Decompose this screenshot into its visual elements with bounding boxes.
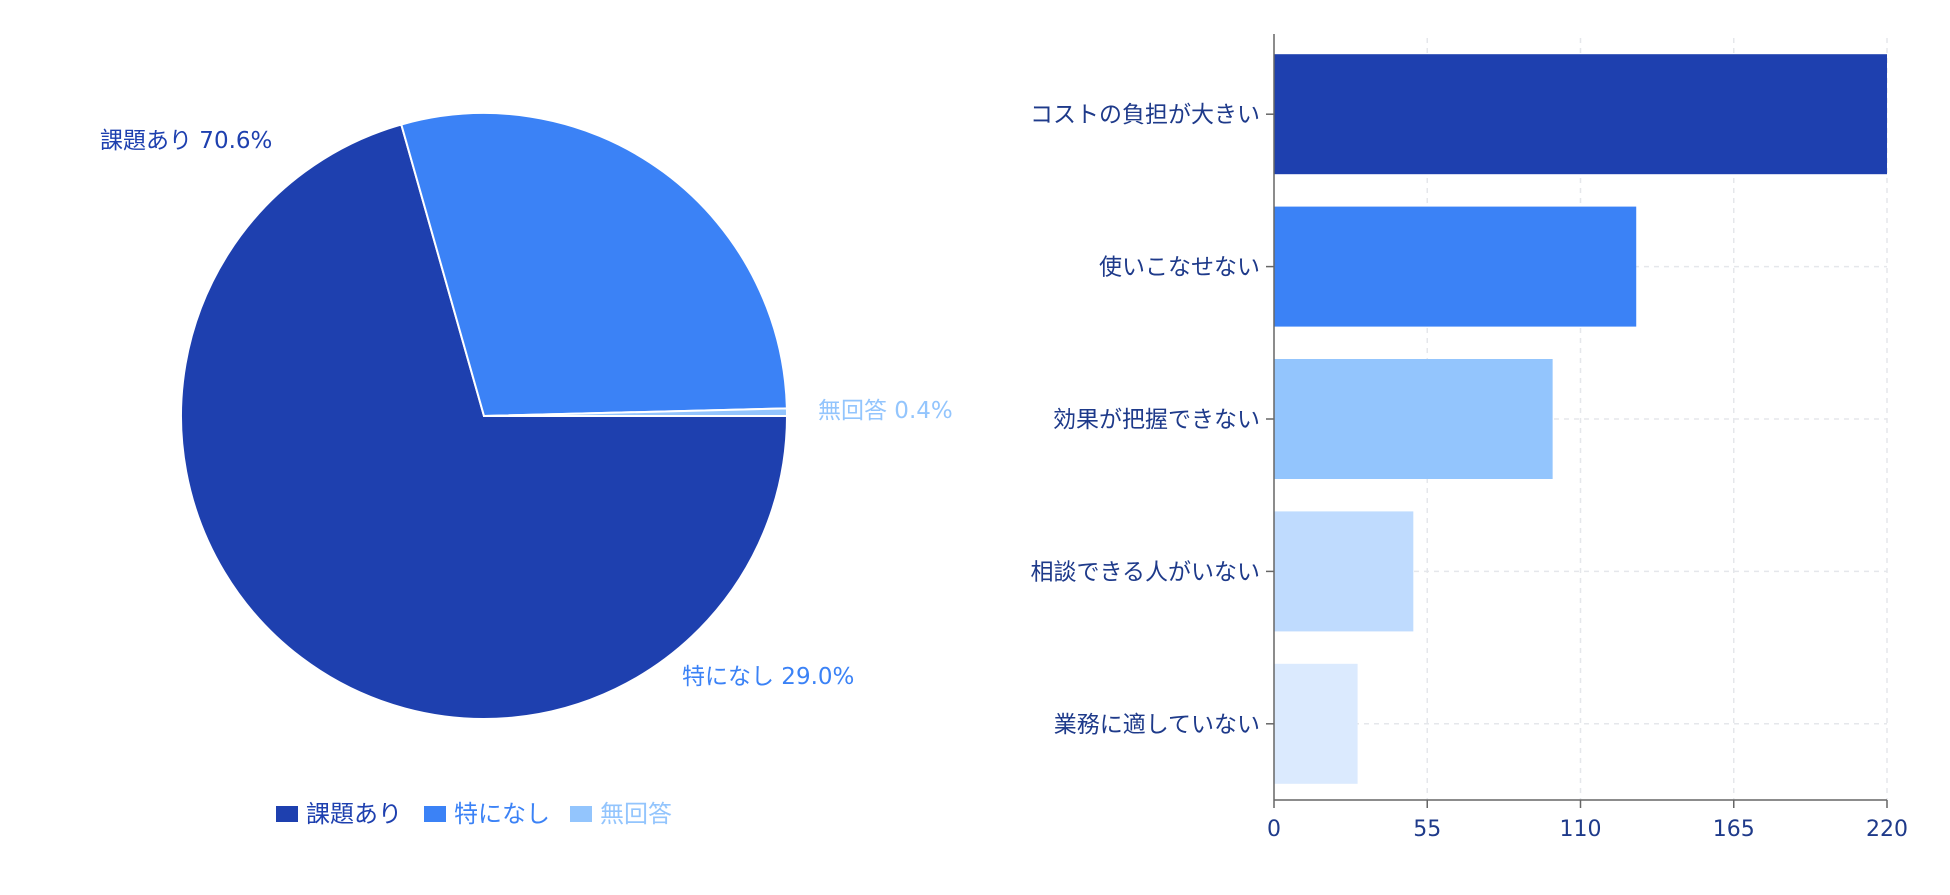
legend-swatch	[570, 806, 592, 822]
pie-slice-2	[400, 112, 788, 418]
pie-slice-3	[483, 407, 789, 417]
bar	[1274, 206, 1637, 327]
legend-item: 課題あり	[306, 800, 402, 828]
bar-category-label: コストの負担が大きい	[1030, 102, 1260, 128]
pie-slice-label: 特になし 29.0%	[682, 664, 854, 690]
pie-legend: 課題あり 特になし 無回答	[276, 800, 672, 828]
pie-chart: 課題あり 70.6% 特になし 29.0% 無回答 0.4%	[100, 112, 953, 720]
bar	[1274, 359, 1553, 479]
bar-chart: コストの負担が大きい使いこなせない効果が把握できない相談できる人がいない業務に適…	[1030, 34, 1908, 842]
legend-swatch	[276, 806, 298, 822]
bar-category-label: 使いこなせない	[1099, 255, 1260, 281]
bar	[1274, 511, 1414, 632]
legend-item: 無回答	[600, 800, 672, 828]
pie-slice-1	[180, 123, 789, 720]
x-tick-label: 110	[1560, 817, 1602, 842]
legend-item: 特になし	[454, 800, 550, 828]
pie-slice-label: 無回答 0.4%	[818, 398, 953, 424]
pie-slice-label: 課題あり 70.6%	[100, 128, 272, 154]
bar	[1274, 54, 1887, 175]
x-tick-label: 0	[1267, 817, 1281, 842]
x-tick-label: 165	[1713, 817, 1755, 842]
x-tick-label: 220	[1866, 817, 1908, 842]
legend-swatch	[424, 806, 446, 822]
bar-category-label: 相談できる人がいない	[1030, 559, 1260, 585]
bar-category-label: 効果が把握できない	[1053, 407, 1260, 433]
x-tick-label: 55	[1413, 817, 1441, 842]
bar	[1274, 663, 1358, 784]
bar-category-label: 業務に適していない	[1054, 712, 1260, 738]
